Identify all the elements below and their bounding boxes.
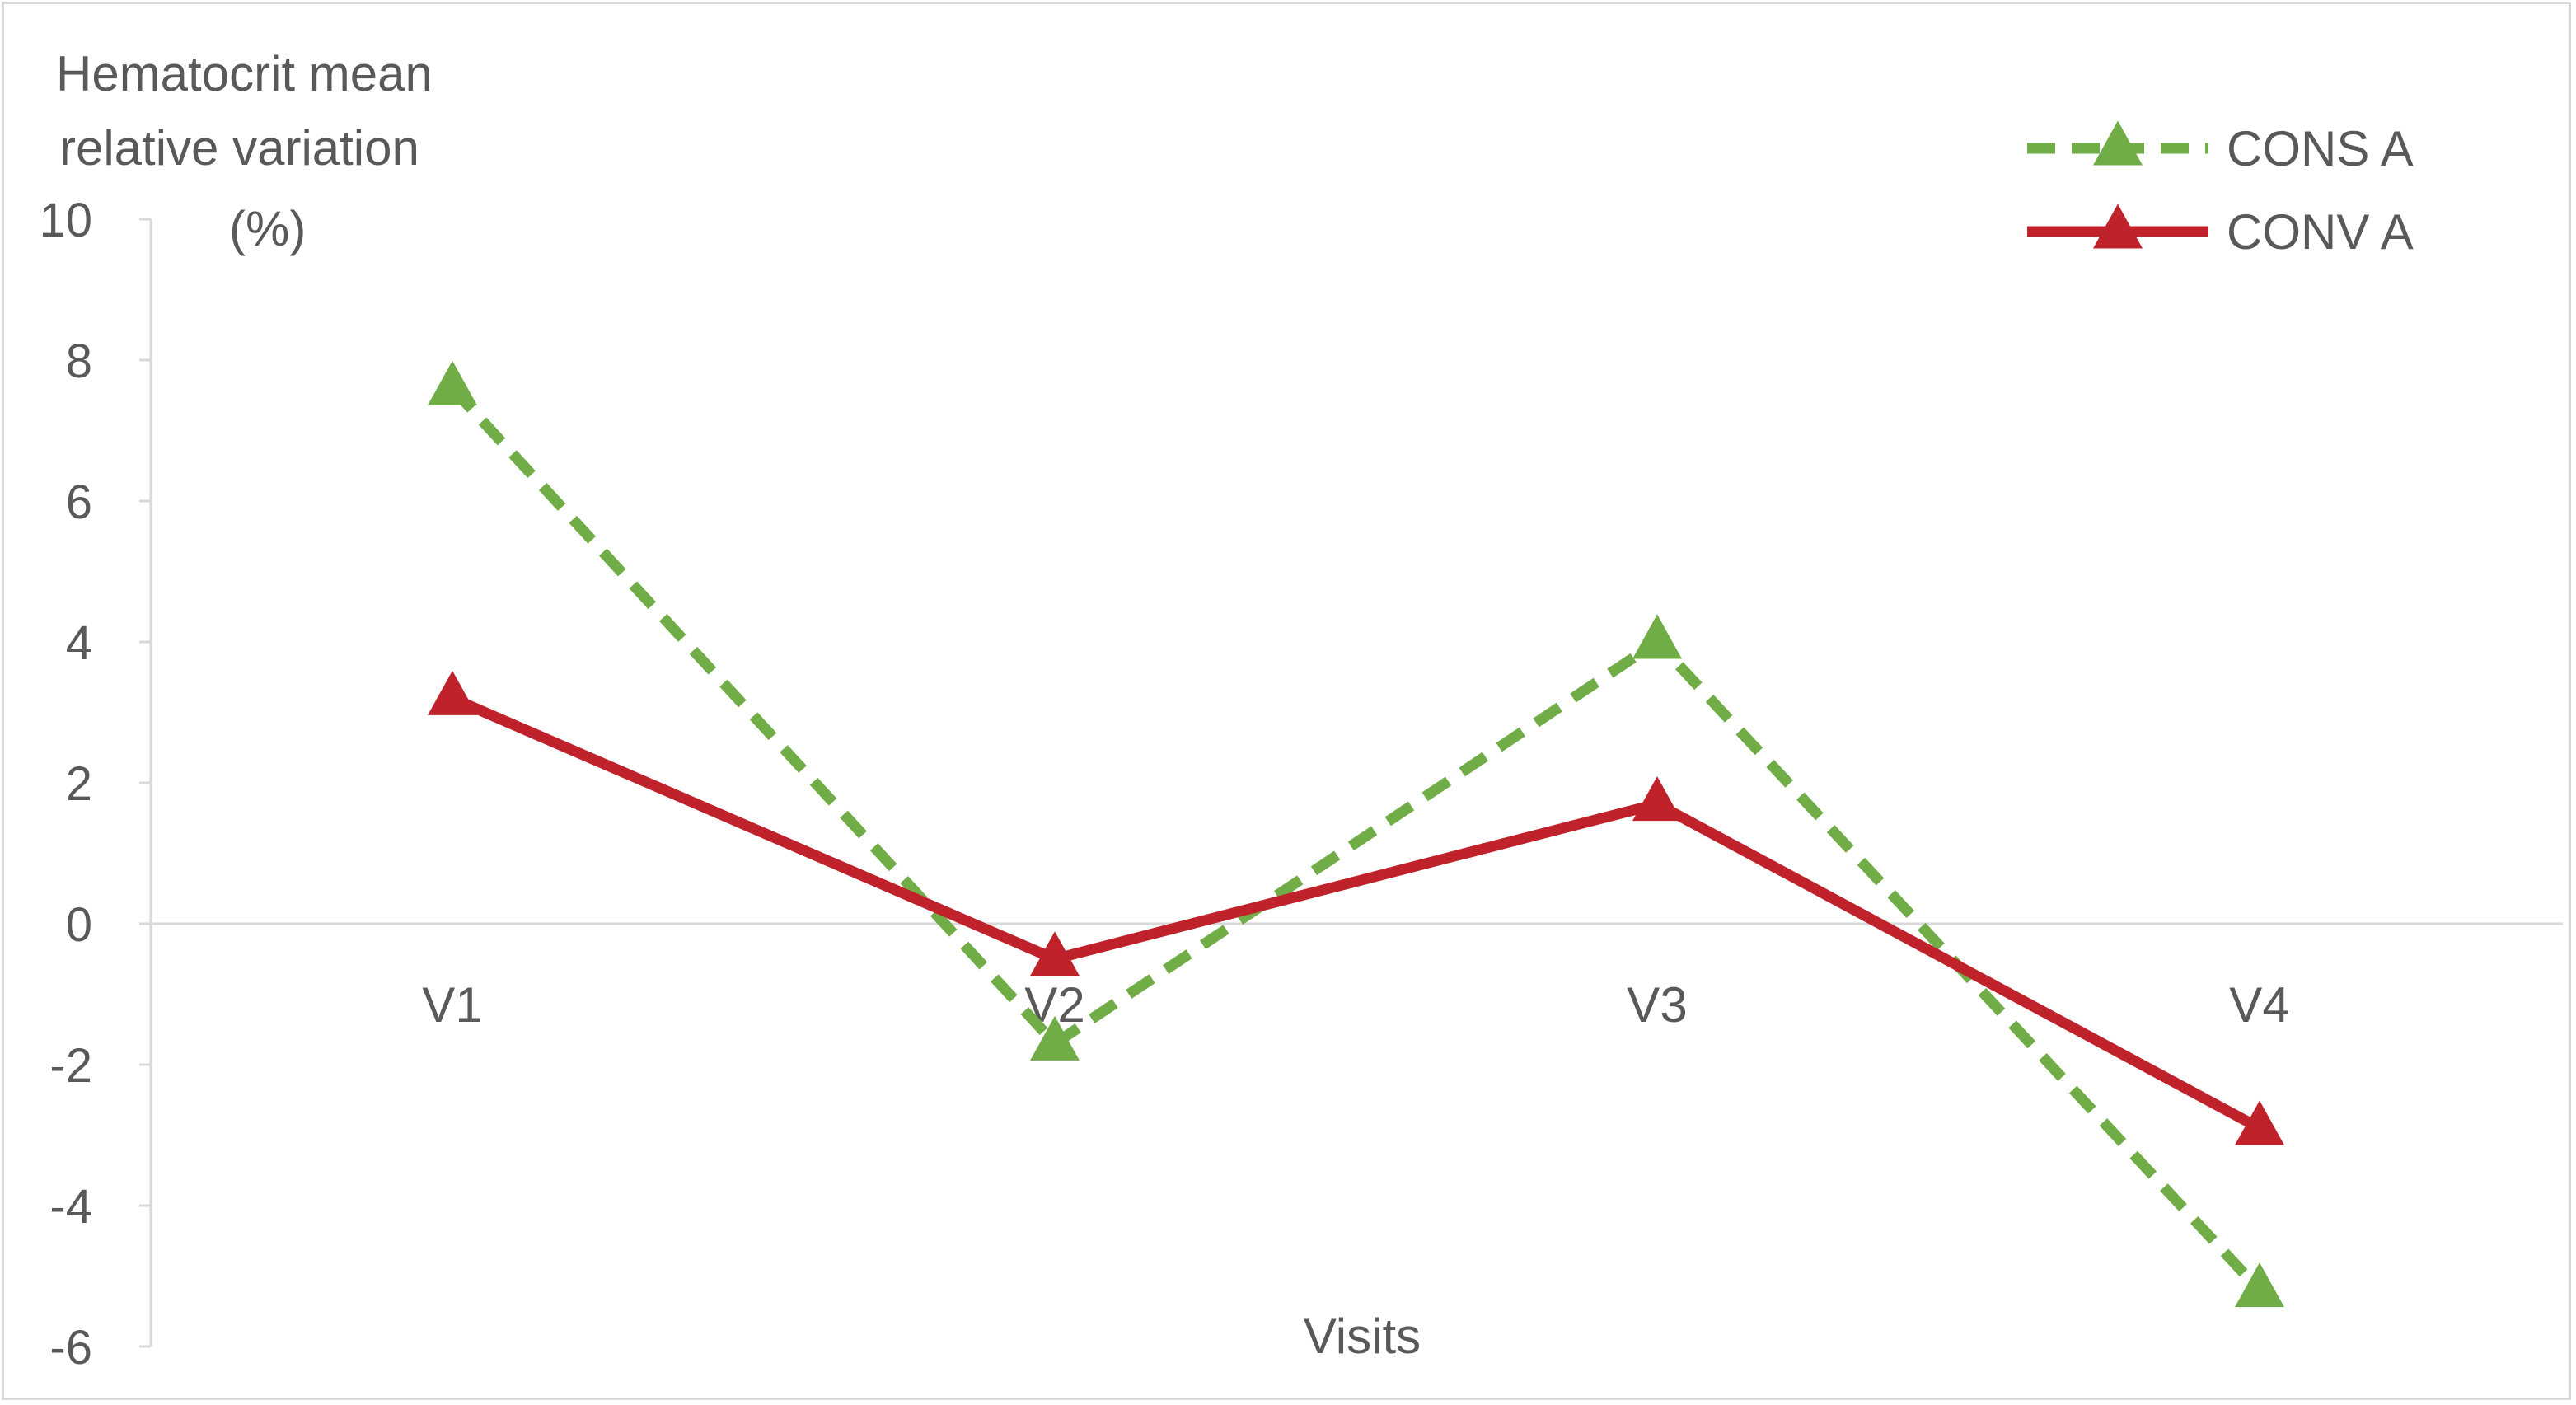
x-tick-labels: V1 V2 V3 V4: [422, 977, 2289, 1033]
x-axis-label: Visits: [1304, 1309, 1421, 1364]
series-line: [448, 384, 2264, 1295]
legend-marker: [2093, 120, 2143, 166]
x-tick-label: V3: [1627, 977, 1687, 1033]
legend-label: CONS A: [2227, 121, 2414, 176]
data-point-marker: [1632, 614, 1682, 659]
x-tick-label: V4: [2229, 977, 2289, 1033]
data-point-marker: [1030, 1015, 1080, 1061]
legend-label: CONV A: [2227, 204, 2414, 260]
y-tick-label: -2: [49, 1039, 92, 1093]
data-point-marker: [2235, 1100, 2284, 1145]
y-axis-label-line-2: relative variation: [59, 120, 419, 176]
y-ticks: [139, 218, 151, 1348]
series-cons-a: [428, 360, 2284, 1308]
data-point-marker: [1030, 931, 1080, 976]
data-point-marker: [2235, 1262, 2284, 1308]
legend: CONS A CONV A: [2027, 120, 2414, 260]
data-point-marker: [428, 670, 477, 715]
y-tick-label: 8: [66, 335, 92, 388]
legend-marker: [2093, 204, 2143, 249]
y-tick-label: 4: [66, 616, 92, 670]
legend-item: CONV A: [2027, 204, 2414, 260]
y-tick-label: 6: [66, 475, 92, 529]
y-tick-labels: 10 8 6 4 2 0 -2 -4 -6: [39, 194, 92, 1375]
legend-item: CONS A: [2027, 120, 2414, 176]
y-axis-label-line-1: Hematocrit mean: [56, 46, 433, 101]
data-point-marker: [1632, 776, 1682, 822]
series-line: [450, 693, 2263, 1133]
data-point-marker: [428, 360, 477, 405]
series-conv-a: [428, 670, 2284, 1145]
series-layer: [428, 360, 2284, 1308]
y-tick-label: 2: [66, 757, 92, 811]
y-tick-label: 10: [39, 194, 92, 247]
y-tick-label: -6: [49, 1321, 92, 1375]
x-tick-label: V1: [422, 977, 482, 1033]
y-tick-label: 0: [66, 898, 92, 952]
y-axis-label-line-3: (%): [229, 201, 306, 256]
y-tick-label: -4: [49, 1180, 92, 1234]
